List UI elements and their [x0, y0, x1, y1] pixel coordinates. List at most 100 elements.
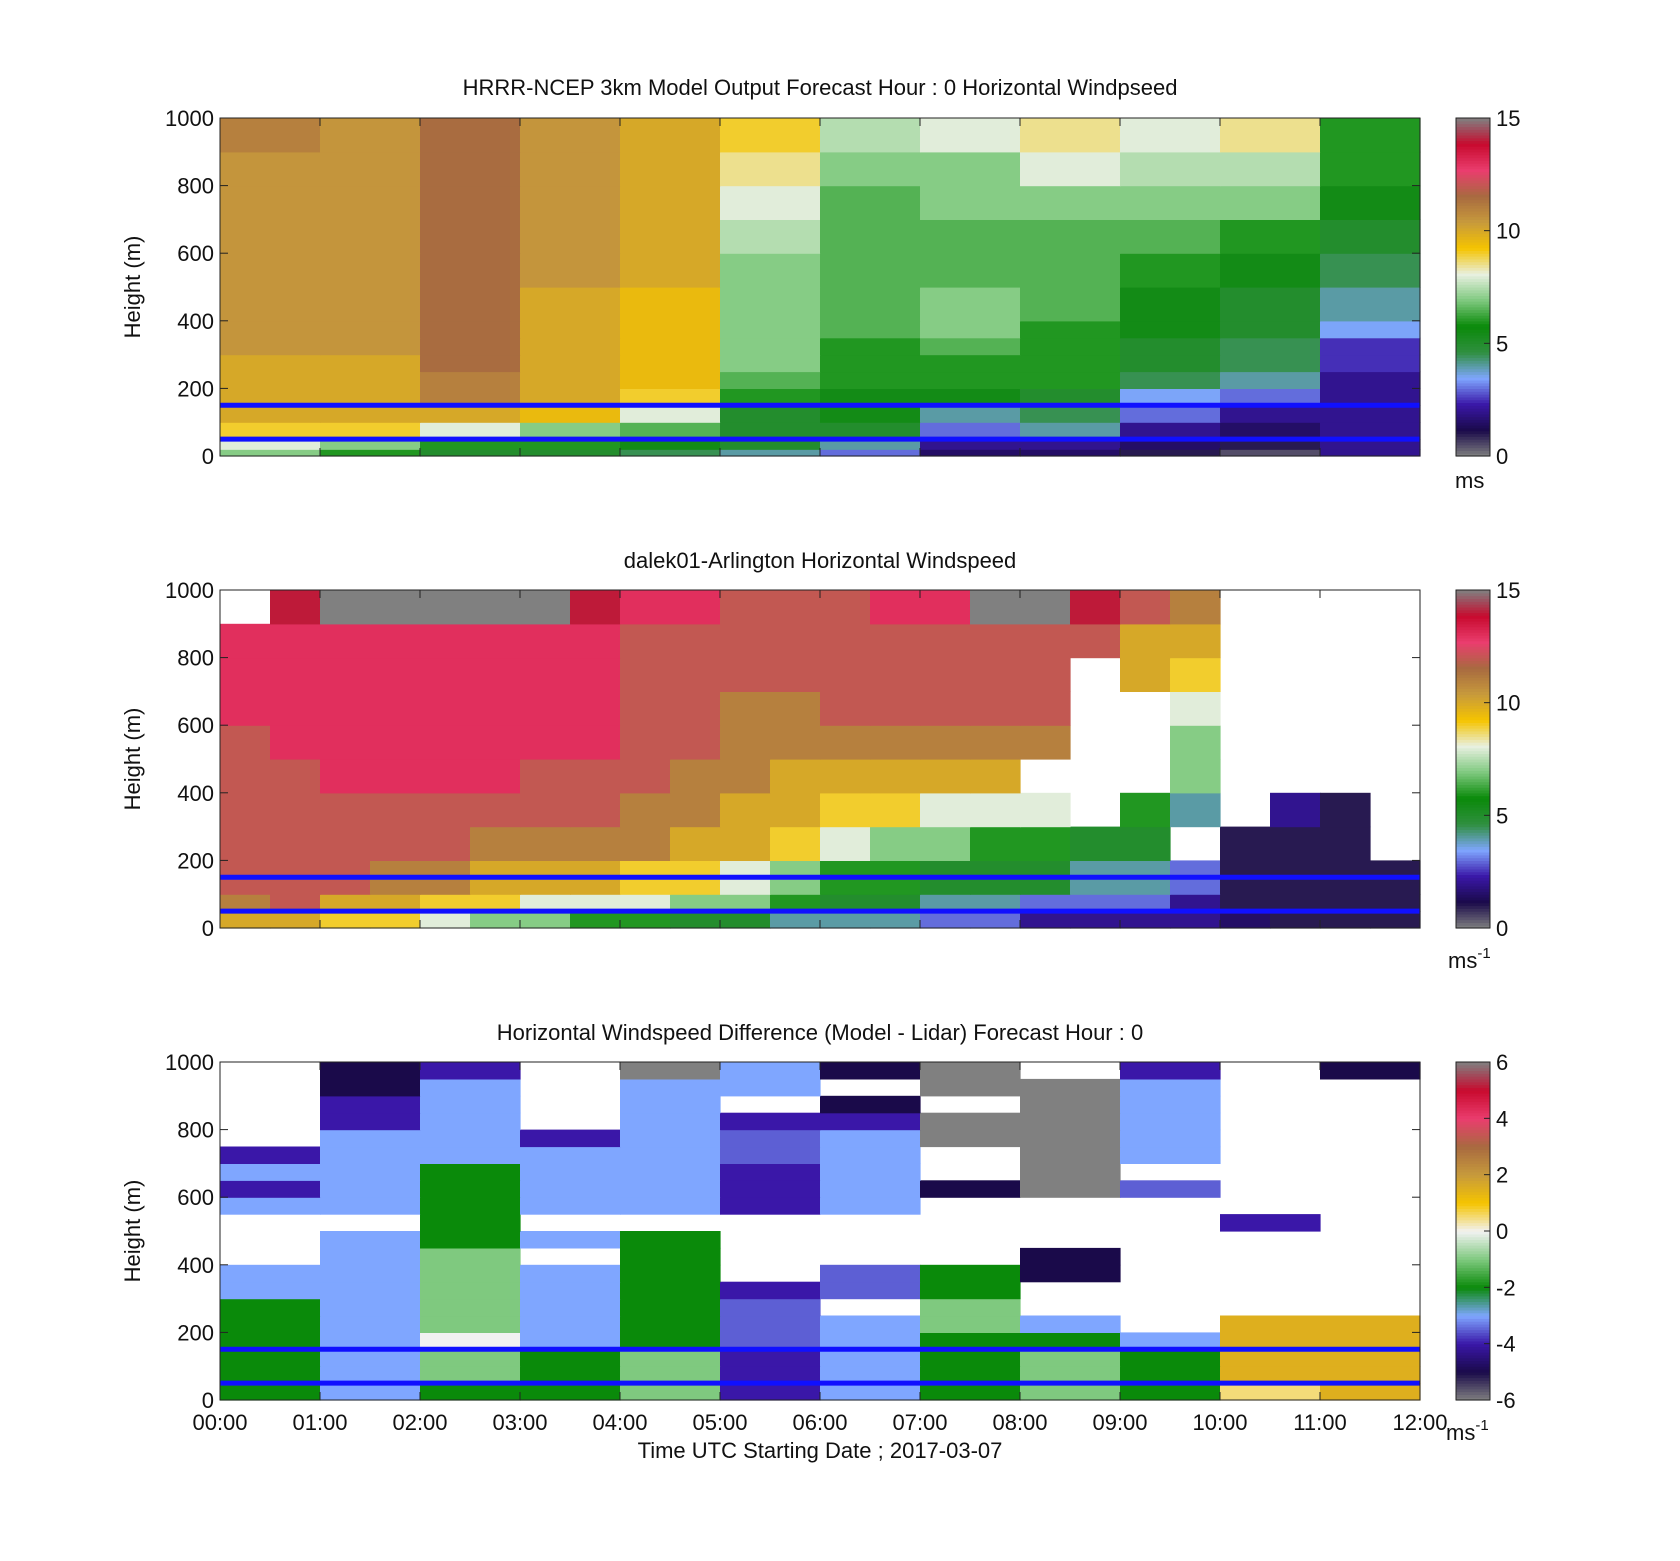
- panel-difference-cell: [1020, 1146, 1121, 1164]
- panel-model-cell: [1220, 320, 1321, 339]
- panel-lidar-colorbar-segment: [1456, 826, 1490, 831]
- panel-difference-cell: [720, 1315, 821, 1333]
- panel-model-cell: [720, 439, 821, 450]
- panel-difference-colorbar-segment: [1456, 1146, 1490, 1150]
- panel-difference-colorbar-segment: [1456, 1095, 1490, 1100]
- panel-model-cell: [1120, 337, 1221, 356]
- panel-difference-cell: [720, 1332, 821, 1350]
- panel-model-cell: [920, 320, 1021, 339]
- panel-model-colorbar-segment: [1456, 168, 1490, 173]
- panel-lidar-colorbar-segment: [1456, 623, 1490, 628]
- panel-lidar-cell: [220, 725, 271, 760]
- panel-model-colorbar-segment: [1456, 199, 1490, 204]
- panel-difference-colorbar-segment: [1456, 1374, 1490, 1379]
- panel-difference-cell: [920, 1180, 1021, 1198]
- panel-lidar-colorbar-segment: [1456, 868, 1490, 873]
- panel-model-colorbar-segment: [1456, 177, 1490, 181]
- panel-difference-cell: [1220, 1214, 1321, 1232]
- panel-lidar-cell: [720, 759, 771, 794]
- panel-lidar-colorbar-segment: [1456, 860, 1490, 864]
- panel-lidar-y-tick-label: 600: [177, 713, 214, 738]
- panel-lidar-cell: [820, 623, 871, 659]
- panel-model-cell: [820, 185, 921, 220]
- panel-model-cell: [720, 151, 821, 187]
- panel-model-cell: [620, 371, 721, 389]
- panel-model-cell: [520, 371, 621, 389]
- panel-model-cell: [1220, 287, 1321, 322]
- panel-model-colorbar-segment: [1456, 174, 1490, 178]
- panel-lidar-cell: [270, 657, 321, 692]
- panel-lidar-cell: [370, 725, 421, 760]
- panel-difference-y-ticks: 0 200 400 600 800 1000: [165, 1050, 1420, 1413]
- panel-difference-cell: [720, 1180, 821, 1198]
- panel-model-cell: [1320, 422, 1421, 440]
- panel-lidar-colorbar-segment: [1456, 680, 1490, 684]
- panel-difference-cell: [720, 1366, 821, 1384]
- panel-difference-cell: [1020, 1366, 1121, 1384]
- panel-difference-colorbar-segment: [1456, 1273, 1490, 1277]
- panel-lidar-cell: [620, 911, 671, 929]
- panel-lidar-colorbar-segment: [1456, 843, 1490, 847]
- panel-model-cell: [220, 185, 321, 220]
- panel-lidar-cell: [420, 911, 471, 929]
- panel-lidar-colorbar-segment: [1456, 795, 1490, 800]
- panel-model-cell: [320, 405, 421, 423]
- panel-difference-cell: [420, 1349, 521, 1367]
- panel-model-cell: [820, 422, 921, 440]
- panel-lidar-colorbar-segment: [1456, 640, 1490, 645]
- panel-lidar-cell: [970, 759, 1021, 794]
- panel-model-cell: [220, 422, 321, 440]
- panel-difference-cell: [620, 1231, 721, 1249]
- panel-model-cell: [520, 354, 621, 373]
- panel-lidar-colorbar-segment: [1456, 744, 1490, 749]
- panel-difference-cell: [320, 1366, 421, 1384]
- panel-difference-cell: [920, 1062, 1021, 1080]
- panel-model-colorbar-segment: [1456, 247, 1490, 251]
- panel-lidar-cell: [1120, 911, 1171, 929]
- panel-lidar-cell: [870, 759, 921, 794]
- panel-model-cell: [320, 219, 421, 254]
- panel-lidar-cell: [370, 759, 421, 794]
- x-axis-label: Time UTC Starting Date ; 2017-03-07: [638, 1438, 1003, 1463]
- panel-model-colorbar-segment: [1456, 430, 1490, 435]
- panel-lidar-cell: [270, 894, 321, 912]
- panel-model-cell: [1020, 287, 1121, 322]
- panel-model-cell: [920, 185, 1021, 220]
- panel-difference-cell: [320, 1231, 421, 1249]
- panel-lidar-y-tick-label: 1000: [165, 578, 214, 603]
- panel-lidar-cell: [670, 657, 721, 692]
- panel-model-cell: [620, 354, 721, 373]
- panel-difference-cell: [220, 1163, 321, 1181]
- panel-lidar-colorbar-tick-label: 15: [1496, 578, 1520, 603]
- panel-lidar-cell: [470, 792, 521, 828]
- panel-model-colorbar-segment: [1456, 301, 1490, 305]
- panel-model-cell: [520, 439, 621, 450]
- panel-model-colorbar-segment: [1456, 399, 1490, 404]
- panel-model-cell: [1220, 371, 1321, 389]
- panel-difference-cell: [620, 1197, 721, 1215]
- panel-lidar-cell: [770, 657, 821, 692]
- panel-model-cell: [420, 118, 521, 153]
- panel-lidar-cell: [470, 894, 521, 912]
- panel-model-cell: [620, 439, 721, 450]
- panel-difference-cells: [220, 1062, 1421, 1401]
- panel-model-cell: [720, 320, 821, 339]
- panel-model-cell: [820, 449, 921, 457]
- panel-difference-cell: [720, 1129, 821, 1148]
- panel-lidar-colorbar-segment: [1456, 832, 1490, 836]
- panel-model-cell: [1120, 320, 1221, 339]
- panel-lidar-colorbar-segment: [1456, 877, 1490, 881]
- panel-difference-ylabel: Height (m): [120, 1180, 145, 1283]
- panel-lidar-cell: [870, 826, 921, 861]
- panel-difference-colorbar-tick-label: -4: [1496, 1332, 1516, 1357]
- panel-model-y-tick-label: 600: [177, 241, 214, 266]
- panel-difference-cell: [420, 1197, 521, 1215]
- panel-difference-colorbar-segment: [1456, 1312, 1490, 1317]
- panel-difference-reference-lines: [220, 1346, 1420, 1386]
- panel-difference-colorbar-segment: [1456, 1084, 1490, 1088]
- panel-lidar-colorbar-segment: [1456, 663, 1490, 667]
- panel-model-cell: [720, 287, 821, 322]
- panel-model-colorbar-segment: [1456, 267, 1490, 271]
- panel-model-cell: [920, 439, 1021, 450]
- panel-difference-colorbar-segment: [1456, 1360, 1490, 1364]
